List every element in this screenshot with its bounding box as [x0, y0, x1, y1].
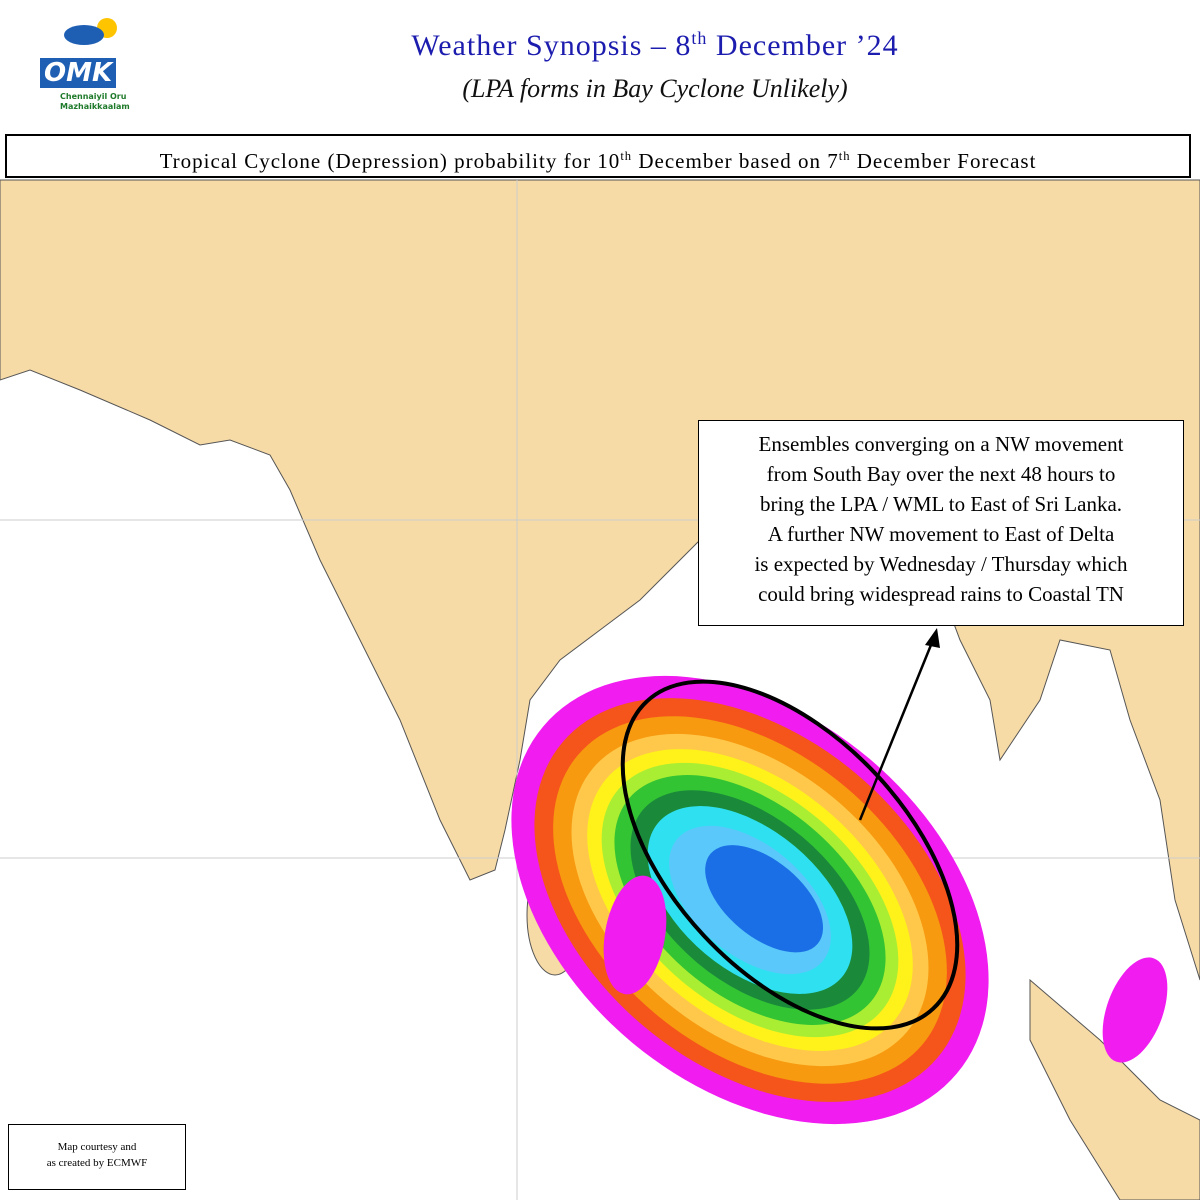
banner: Tropical Cyclone (Depression) probabilit…: [5, 134, 1191, 178]
annotation: Ensembles converging on a NW movement fro…: [698, 420, 1184, 626]
title-text: Weather Synopsis – 8: [411, 29, 692, 62]
credit: Map courtesy and as created by ECMWF: [8, 1124, 186, 1190]
logo-line: Mazhaikkaalam: [60, 102, 130, 111]
title: Weather Synopsis – 8th December ’24: [0, 28, 1200, 63]
logo-art: [36, 18, 117, 113]
banner-text: December Forecast: [850, 149, 1037, 173]
annotation-line: bring the LPA / WML to East of Sri Lanka…: [759, 492, 1123, 516]
logo-line: Chennaiyil Oru: [60, 92, 127, 101]
annotation-line: from South Bay over the next 48 hours to: [766, 462, 1116, 486]
annotation-line: could bring widespread rains to Coastal …: [758, 582, 1124, 606]
banner-text: December based on 7: [632, 149, 839, 173]
credit-line: Map courtesy and: [57, 1141, 137, 1153]
credit-line: as created by ECMWF: [46, 1157, 148, 1169]
logo: OMK Chennaiyil Oru Mazhaikkaalam: [12, 10, 132, 120]
annotation-line: A further NW movement to East of Delta: [767, 522, 1115, 546]
banner-sup: th: [620, 149, 633, 163]
annotation-line: is expected by Wednesday / Thursday whic…: [754, 552, 1128, 576]
title-sup: th: [691, 28, 708, 48]
subtitle: (LPA forms in Bay Cyclone Unlikely): [462, 74, 848, 103]
annotation-line: Ensembles converging on a NW movement: [758, 432, 1124, 456]
title-text: December ’24: [707, 29, 899, 62]
banner-sup: th: [838, 149, 851, 163]
logo-initials: OMK: [40, 58, 117, 88]
banner-text: Tropical Cyclone (Depression) probabilit…: [159, 149, 621, 173]
